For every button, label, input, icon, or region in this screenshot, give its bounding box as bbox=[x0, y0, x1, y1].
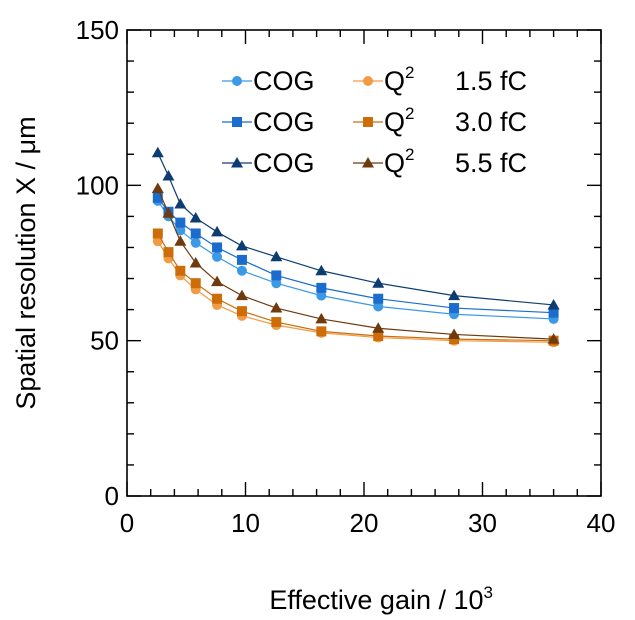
data-point bbox=[162, 170, 175, 181]
legend-marker bbox=[363, 117, 373, 127]
data-point bbox=[190, 237, 201, 248]
legend-charge: 5.5 fC bbox=[455, 148, 527, 178]
x-axis-title: Effective gain / 103 bbox=[269, 583, 493, 615]
data-point bbox=[236, 265, 247, 276]
legend-marker bbox=[232, 76, 242, 86]
legend: COG Q2 1.5 fC COG Q2 3.0 fC COG Q2 5.5 fC bbox=[222, 63, 527, 178]
data-point bbox=[211, 225, 224, 237]
legend-label: COG bbox=[253, 148, 315, 178]
data-point bbox=[548, 307, 559, 318]
y-axis-title: Spatial resolution X / μm bbox=[11, 116, 41, 409]
data-point bbox=[212, 251, 223, 262]
data-point bbox=[271, 317, 282, 328]
data-point bbox=[190, 228, 201, 239]
series-q2-1-5-fc bbox=[152, 236, 559, 348]
legend-marker bbox=[231, 157, 243, 168]
data-point bbox=[315, 264, 328, 276]
y-tick-label: 100 bbox=[76, 170, 119, 200]
data-point bbox=[151, 182, 164, 193]
axis-ticks bbox=[126, 29, 602, 497]
x-tick-label: 10 bbox=[231, 508, 260, 538]
data-point bbox=[373, 301, 384, 312]
y-tick-label: 0 bbox=[105, 481, 119, 511]
x-tick-label: 30 bbox=[468, 508, 497, 538]
x-tick-label: 40 bbox=[587, 508, 616, 538]
data-point bbox=[373, 293, 384, 304]
data-point bbox=[211, 275, 224, 287]
legend-charge: 3.0 fC bbox=[455, 107, 527, 137]
y-tick-label: 50 bbox=[90, 326, 119, 356]
data-point bbox=[448, 328, 461, 339]
data-point bbox=[271, 270, 282, 281]
data-point bbox=[151, 146, 164, 158]
data-point bbox=[448, 289, 461, 301]
data-point bbox=[270, 250, 283, 262]
y-tick-label: 150 bbox=[76, 15, 119, 45]
data-point bbox=[235, 289, 248, 301]
data-point bbox=[372, 322, 385, 333]
data-point bbox=[162, 207, 175, 218]
data-point bbox=[316, 326, 327, 337]
series-cog-3-0-fc bbox=[152, 192, 559, 318]
data-point bbox=[316, 290, 327, 301]
legend-label: Q2 bbox=[384, 63, 414, 96]
data-point bbox=[235, 239, 248, 251]
series-cog-5-5-fc bbox=[151, 146, 560, 310]
data-point bbox=[547, 333, 560, 344]
data-point bbox=[152, 228, 163, 239]
data-point bbox=[175, 265, 186, 276]
series-q2-5-5-fc bbox=[151, 182, 560, 344]
data-point bbox=[315, 312, 328, 324]
data-point bbox=[189, 211, 202, 223]
legend-marker bbox=[363, 76, 373, 86]
data-point bbox=[236, 254, 247, 265]
data-point bbox=[270, 302, 283, 313]
data-point bbox=[175, 217, 186, 228]
x-tick-label: 0 bbox=[120, 508, 134, 538]
data-point bbox=[190, 278, 201, 289]
x-tick-label: 20 bbox=[350, 508, 379, 538]
data-point bbox=[236, 306, 247, 317]
data-point bbox=[271, 278, 282, 289]
data-point bbox=[174, 235, 187, 246]
data-point bbox=[189, 257, 202, 268]
data-point bbox=[547, 298, 560, 310]
legend-marker bbox=[232, 117, 242, 127]
data-point bbox=[449, 303, 460, 314]
data-point bbox=[212, 242, 223, 253]
legend-marker bbox=[362, 157, 374, 168]
legend-label: Q2 bbox=[384, 145, 414, 178]
legend-label: COG bbox=[253, 107, 315, 137]
data-point bbox=[163, 247, 174, 258]
legend-label: Q2 bbox=[384, 104, 414, 137]
series-layer bbox=[151, 146, 560, 348]
tick-labels: 0 10 20 30 40 0 50 100 150 bbox=[76, 15, 616, 538]
data-point bbox=[449, 334, 460, 345]
data-point bbox=[175, 225, 186, 236]
data-point bbox=[373, 331, 384, 342]
data-point bbox=[152, 192, 163, 203]
data-point bbox=[372, 277, 385, 288]
legend-label: COG bbox=[253, 66, 315, 96]
data-point bbox=[174, 197, 187, 209]
data-point bbox=[212, 293, 223, 304]
data-point bbox=[316, 282, 327, 293]
legend-charge: 1.5 fC bbox=[455, 66, 527, 96]
